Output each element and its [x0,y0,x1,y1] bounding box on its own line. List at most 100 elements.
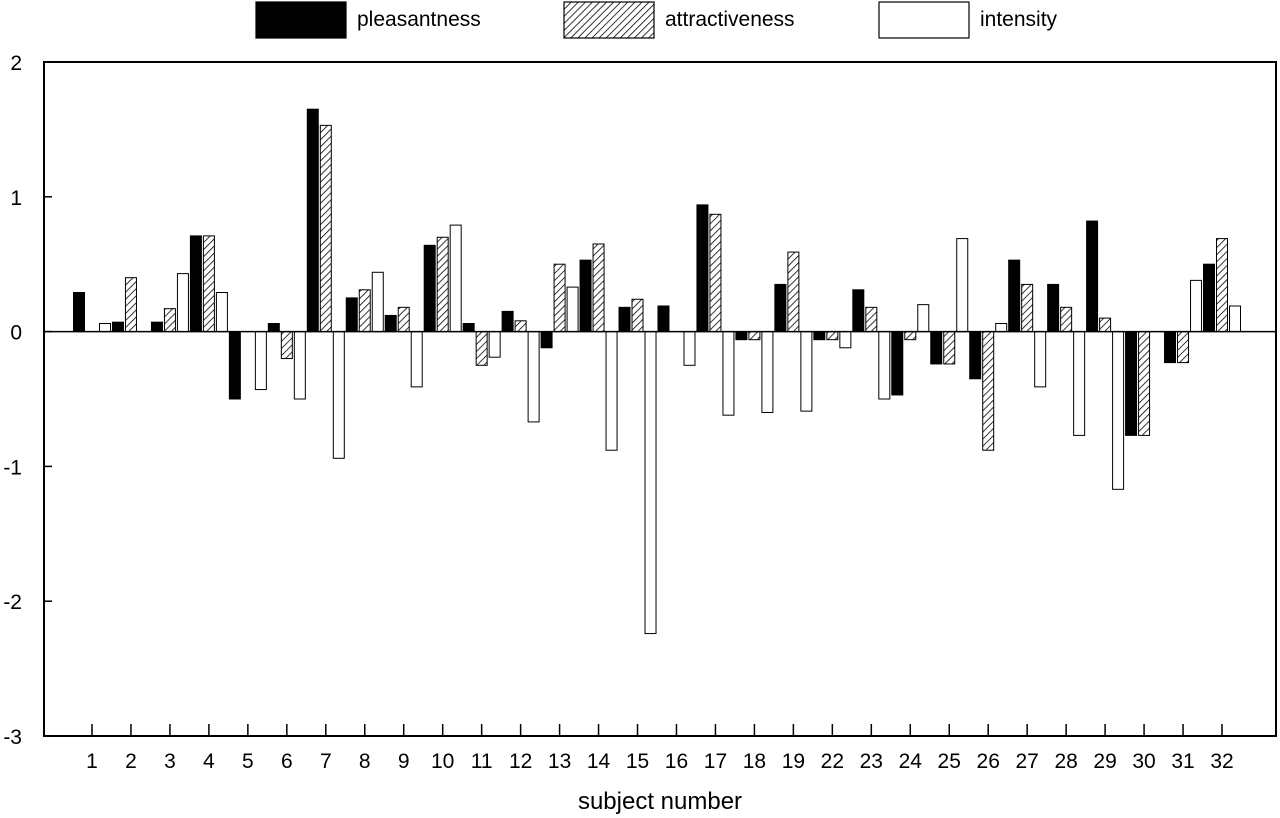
x-tick-label: 12 [509,750,532,773]
bar-attractiveness-4 [202,235,215,333]
x-tick-label: 10 [431,750,454,773]
bar-pleasantness-26 [969,331,982,380]
bar-pleasantness-25 [930,331,943,365]
bar-pleasantness-27 [1008,259,1021,333]
bar-intensity-1 [99,323,111,333]
bar-intensity-27 [1034,331,1047,388]
x-tick-label: 26 [977,750,1000,773]
x-tick-label: 3 [164,750,176,773]
bars-group [73,108,1241,635]
x-tick-label: 13 [548,750,571,773]
bar-intensity-25 [956,238,969,333]
bar-attractiveness-17 [709,213,722,333]
bar-pleasantness-7 [306,108,319,333]
legend-label-attractiveness: attractiveness [665,8,795,31]
bar-pleasantness-11 [462,323,475,333]
x-tick-label: 11 [471,750,493,773]
bar-intensity-19 [800,331,813,412]
bar-pleasantness-17 [696,204,709,333]
x-tick-label: 16 [665,750,688,773]
x-tick-label: 15 [626,750,649,773]
bar-pleasantness-29 [1086,220,1099,333]
bar-intensity-15 [644,331,657,635]
axes-group: 210-1-2-31 2 3 4 5 6 7 8 9 10 11 12 13 14 15 16 17 18 19 22… [3,52,1277,773]
bar-intensity-31 [1190,279,1203,333]
bar-pleasantness-32 [1203,263,1215,333]
bar-attractiveness-2 [124,277,137,333]
bar-intensity-29 [1112,331,1125,490]
legend-swatch-pleasantness [255,1,347,39]
legend-label-pleasantness: pleasantness [357,8,481,31]
bar-attractiveness-19 [787,251,800,333]
x-tick-label: 31 [1171,750,1194,773]
bar-intensity-17 [722,331,735,416]
bar-attractiveness-29 [1099,317,1112,333]
bar-attractiveness-7 [319,124,332,333]
y-tick-label: -2 [3,591,22,614]
x-tick-label: 8 [359,750,371,773]
bar-attractiveness-23 [865,306,878,333]
bar-attractiveness-14 [592,243,605,333]
x-tick-label: 4 [203,750,215,773]
bar-attractiveness-12 [514,320,527,333]
bar-intensity-4 [215,292,228,333]
y-tick-label: -1 [3,456,22,479]
x-tick-label: 19 [782,750,805,773]
bar-pleasantness-6 [267,323,280,333]
bar-pleasantness-23 [852,289,865,333]
bar-attractiveness-15 [631,298,644,333]
bar-intensity-6 [293,331,306,400]
bar-pleasantness-3 [150,321,163,333]
bar-attractiveness-26 [982,331,995,451]
y-tick-label: 2 [10,52,22,75]
bar-pleasantness-12 [501,310,514,333]
y-tick-label: 0 [10,322,22,345]
bar-pleasantness-24 [891,331,904,396]
bar-pleasantness-10 [423,244,436,333]
bar-intensity-3 [176,273,189,333]
legend-swatch-intensity [878,1,970,39]
x-tick-label: 2 [125,750,137,773]
bar-attractiveness-18 [748,331,761,341]
bar-intensity-23 [878,331,891,400]
bar-attractiveness-31 [1177,331,1190,364]
legend: pleasantness attractiveness intensity [255,1,1058,39]
plot-frame [43,61,1277,737]
bar-attractiveness-25 [943,331,956,365]
bar-attractiveness-9 [397,306,410,333]
bar-pleasantness-16 [657,305,670,333]
bar-attractiveness-32 [1216,238,1228,333]
bar-attractiveness-24 [904,331,917,341]
bar-attractiveness-6 [280,331,293,360]
x-tick-label: 5 [242,750,254,773]
bar-intensity-5 [254,331,267,391]
bar-pleasantness-31 [1164,331,1177,364]
x-tick-label: 1 [86,750,98,773]
x-tick-label: 9 [398,750,410,773]
bar-intensity-18 [761,331,774,413]
bar-attractiveness-27 [1021,283,1034,333]
bar-intensity-22 [839,331,852,349]
bar-intensity-14 [605,331,618,451]
bar-pleasantness-22 [813,331,826,341]
bar-pleasantness-18 [735,331,748,341]
x-tick-label: 30 [1132,750,1155,773]
x-tick-label: 18 [743,750,766,773]
bar-intensity-12 [527,331,540,423]
x-tick-label: 32 [1210,750,1233,773]
bar-intensity-24 [917,304,930,333]
bar-intensity-8 [371,271,384,333]
bar-intensity-7 [332,331,345,459]
x-tick-label: 22 [821,750,844,773]
x-tick-label: 27 [1015,750,1038,773]
bar-attractiveness-3 [163,308,176,333]
x-tick-label: 25 [938,750,961,773]
bar-pleasantness-9 [384,314,397,333]
bar-pleasantness-30 [1125,331,1138,436]
bar-intensity-11 [488,331,501,358]
x-tick-label: 24 [899,750,923,773]
legend-swatch-attractiveness [563,1,655,39]
x-tick-label: 7 [320,750,332,773]
bar-attractiveness-22 [826,331,839,341]
